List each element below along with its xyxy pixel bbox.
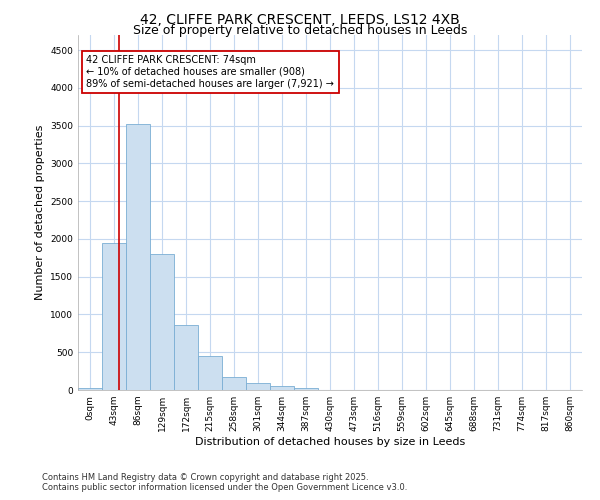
Text: Size of property relative to detached houses in Leeds: Size of property relative to detached ho… bbox=[133, 24, 467, 37]
Text: 42 CLIFFE PARK CRESCENT: 74sqm
← 10% of detached houses are smaller (908)
89% of: 42 CLIFFE PARK CRESCENT: 74sqm ← 10% of … bbox=[86, 56, 334, 88]
Bar bbox=[150, 254, 174, 390]
Bar bbox=[174, 325, 198, 390]
Y-axis label: Number of detached properties: Number of detached properties bbox=[35, 125, 44, 300]
Bar bbox=[246, 383, 270, 390]
Bar bbox=[102, 244, 126, 390]
Text: 42, CLIFFE PARK CRESCENT, LEEDS, LS12 4XB: 42, CLIFFE PARK CRESCENT, LEEDS, LS12 4X… bbox=[140, 12, 460, 26]
X-axis label: Distribution of detached houses by size in Leeds: Distribution of detached houses by size … bbox=[195, 437, 465, 447]
Text: Contains HM Land Registry data © Crown copyright and database right 2025.
Contai: Contains HM Land Registry data © Crown c… bbox=[42, 473, 407, 492]
Bar bbox=[270, 386, 294, 390]
Bar bbox=[294, 388, 318, 390]
Bar bbox=[78, 388, 102, 390]
Bar bbox=[222, 377, 246, 390]
Bar bbox=[198, 356, 222, 390]
Bar bbox=[126, 124, 150, 390]
